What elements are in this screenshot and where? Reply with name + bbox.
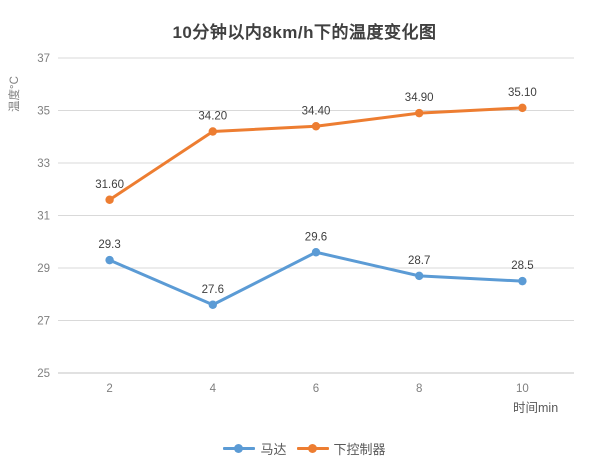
data-point-marker bbox=[415, 271, 424, 281]
data-point-label: 29.3 bbox=[98, 239, 120, 251]
x-axis-title: 时间min bbox=[513, 401, 558, 415]
legend-line-marker-icon bbox=[223, 443, 256, 453]
x-tick-label: 10 bbox=[516, 383, 529, 395]
legend-line-marker-icon bbox=[296, 443, 329, 453]
data-point-marker bbox=[311, 248, 321, 257]
data-point-label: 34.90 bbox=[405, 92, 434, 104]
data-point-marker bbox=[518, 276, 527, 286]
legend: 马达 下控制器 bbox=[0, 437, 609, 459]
data-point-label: 35.10 bbox=[508, 87, 537, 99]
chart-title: 10分钟以内8km/h下的温度变化图 bbox=[172, 23, 437, 42]
data-point-label: 34.20 bbox=[198, 111, 227, 123]
legend-label: 马达 bbox=[260, 441, 287, 457]
data-point-marker bbox=[105, 255, 114, 265]
data-point-marker bbox=[208, 300, 217, 309]
y-tick-label: 31 bbox=[37, 211, 50, 223]
data-point-label: 29.6 bbox=[305, 231, 327, 243]
legend-label: 下控制器 bbox=[333, 441, 386, 457]
series-line-0 bbox=[108, 250, 524, 307]
y-tick-label: 37 bbox=[37, 53, 50, 65]
y-tick-label: 27 bbox=[37, 316, 50, 328]
y-tick-label: 33 bbox=[37, 158, 50, 170]
series-line-1 bbox=[108, 106, 524, 202]
data-point-marker bbox=[105, 195, 114, 204]
legend-dot-icon bbox=[307, 443, 317, 453]
data-point-marker bbox=[415, 108, 424, 118]
data-point-label: 27.6 bbox=[202, 284, 224, 296]
data-point-label: 31.60 bbox=[95, 179, 124, 191]
x-tick-label: 4 bbox=[210, 383, 217, 395]
y-tick-label: 25 bbox=[37, 368, 50, 380]
data-point-marker bbox=[518, 103, 527, 113]
y-tick-label: 29 bbox=[37, 263, 50, 275]
data-point-label: 28.5 bbox=[511, 260, 533, 272]
legend-item-0: 马达 bbox=[223, 439, 287, 458]
x-tick-label: 6 bbox=[313, 383, 319, 395]
data-point-label: 28.7 bbox=[408, 255, 430, 267]
legend-dot-icon bbox=[234, 443, 244, 453]
y-tick-label: 35 bbox=[37, 106, 50, 118]
y-axis-title: 温度°C bbox=[7, 76, 21, 112]
x-tick-label: 2 bbox=[106, 383, 112, 395]
data-point-marker bbox=[208, 127, 217, 136]
data-point-label: 34.40 bbox=[302, 105, 331, 117]
data-point-marker bbox=[311, 122, 321, 131]
legend-item-1: 下控制器 bbox=[296, 439, 386, 458]
x-tick-label: 8 bbox=[416, 383, 422, 395]
